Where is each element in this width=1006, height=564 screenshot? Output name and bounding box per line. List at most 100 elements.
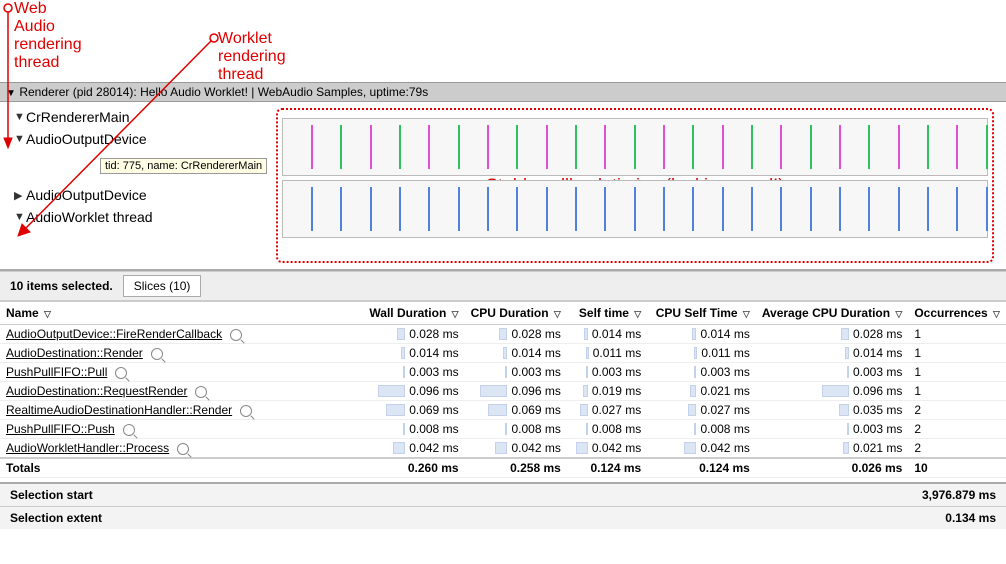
- timeline-tick: [780, 125, 782, 169]
- col-average-cpu-duration[interactable]: Average CPU Duration ▽: [756, 302, 909, 325]
- magnify-icon[interactable]: [230, 329, 242, 341]
- timeline-tick: [546, 187, 548, 231]
- timeline-tick: [986, 187, 988, 231]
- cell-value: 0.042 ms: [409, 441, 458, 455]
- disclosure-icon[interactable]: ▼: [14, 111, 26, 123]
- timeline-tick: [839, 187, 841, 231]
- magnify-icon[interactable]: [177, 443, 189, 455]
- cell-value: 0.008 ms: [700, 422, 749, 436]
- histogram-bar: [690, 385, 696, 397]
- timeline-tick: [722, 187, 724, 231]
- histogram-bar: [584, 328, 588, 340]
- col-occurrences[interactable]: Occurrences ▽: [908, 302, 1006, 325]
- timeline-viz[interactable]: Stable callback timing (looking good!): [270, 102, 1006, 269]
- histogram-bar: [684, 442, 696, 454]
- sort-icon: ▽: [895, 309, 902, 320]
- timeline-tick: [663, 125, 665, 169]
- slice-link[interactable]: RealtimeAudioDestinationHandler::Render: [6, 403, 232, 417]
- disclosure-icon[interactable]: ▼: [14, 133, 26, 145]
- timeline-tick: [458, 125, 460, 169]
- magnify-icon[interactable]: [151, 348, 163, 360]
- table-row[interactable]: AudioDestination::RequestRender0.096 ms0…: [0, 382, 1006, 401]
- thread-item-audiooutputdevice[interactable]: ▼AudioOutputDevice: [0, 128, 270, 150]
- cell-value: 0.011 ms: [593, 346, 641, 360]
- timeline-tick: [428, 187, 430, 231]
- timeline-tick: [751, 187, 753, 231]
- timeline-tick: [487, 125, 489, 169]
- col-cpu-duration[interactable]: CPU Duration ▽: [465, 302, 567, 325]
- sort-icon: ▽: [452, 309, 459, 320]
- timeline-tick: [751, 125, 753, 169]
- cell-value: 0.008 ms: [592, 422, 641, 436]
- cell-occurrences: 2: [908, 401, 1006, 420]
- timeline-tick: [487, 187, 489, 231]
- timeline-tick: [604, 125, 606, 169]
- selection-start-value: 3,976.879 ms: [922, 488, 996, 502]
- selection-extent-label: Selection extent: [10, 511, 102, 525]
- timeline-tick: [780, 187, 782, 231]
- sort-icon: ▽: [634, 309, 641, 320]
- col-cpu-self-time[interactable]: CPU Self Time ▽: [647, 302, 756, 325]
- selection-count: 10 items selected.: [10, 279, 113, 293]
- thread-item-crrenderermain[interactable]: ▼CrRendererMain: [0, 106, 270, 128]
- cell-value: 0.003 ms: [853, 422, 902, 436]
- table-row[interactable]: PushPullFIFO::Push0.008 ms0.008 ms0.008 …: [0, 420, 1006, 439]
- histogram-bar: [586, 347, 589, 359]
- cell-value: 0.014 ms: [700, 327, 749, 341]
- histogram-bar: [495, 442, 507, 454]
- table-row[interactable]: AudioDestination::Render0.014 ms0.014 ms…: [0, 344, 1006, 363]
- timeline-track-upper[interactable]: [282, 118, 988, 176]
- magnify-icon[interactable]: [195, 386, 207, 398]
- timeline-tick: [810, 125, 812, 169]
- table-row[interactable]: PushPullFIFO::Pull0.003 ms0.003 ms0.003 …: [0, 363, 1006, 382]
- slice-link[interactable]: PushPullFIFO::Push: [6, 422, 115, 436]
- cell-value: 0.021 ms: [700, 384, 749, 398]
- slice-link[interactable]: AudioDestination::Render: [6, 346, 143, 360]
- timeline-track-lower[interactable]: [282, 180, 988, 238]
- histogram-bar: [839, 404, 849, 416]
- col-self-time[interactable]: Self time ▽: [567, 302, 647, 325]
- histogram-bar: [694, 423, 696, 435]
- slices-table: Name ▽Wall Duration ▽CPU Duration ▽Self …: [0, 301, 1006, 478]
- thread-label: AudioOutputDevice: [26, 131, 147, 147]
- timeline-tick: [516, 125, 518, 169]
- histogram-bar: [586, 366, 588, 378]
- thread-tooltip: tid: 775, name: CrRendererMain: [100, 158, 267, 174]
- table-row[interactable]: RealtimeAudioDestinationHandler::Render 0…: [0, 401, 1006, 420]
- timeline-tick: [575, 125, 577, 169]
- table-header-row: Name ▽Wall Duration ▽CPU Duration ▽Self …: [0, 302, 1006, 325]
- timeline-tick: [311, 125, 313, 169]
- magnify-icon[interactable]: [240, 405, 252, 417]
- thread-item-audiooutputdevice[interactable]: ▶AudioOutputDevice: [0, 184, 270, 206]
- timeline-tick: [956, 187, 958, 231]
- cell-value: 0.027 ms: [592, 403, 641, 417]
- col-name[interactable]: Name ▽: [0, 302, 363, 325]
- cell-occurrences: 2: [908, 439, 1006, 459]
- histogram-bar: [393, 442, 405, 454]
- magnify-icon[interactable]: [115, 367, 127, 379]
- tab-slices[interactable]: Slices (10): [123, 275, 202, 297]
- table-row[interactable]: AudioWorkletHandler::Process0.042 ms0.04…: [0, 439, 1006, 459]
- col-wall-duration[interactable]: Wall Duration ▽: [363, 302, 464, 325]
- histogram-bar: [580, 404, 588, 416]
- slice-link[interactable]: AudioDestination::RequestRender: [6, 384, 187, 398]
- table-row[interactable]: AudioOutputDevice::FireRenderCallback 0.0…: [0, 325, 1006, 344]
- cell-value: 0.014 ms: [592, 327, 641, 341]
- cell-value: 0.003 ms: [409, 365, 458, 379]
- table-totals-row: Totals0.260 ms0.258 ms0.124 ms0.124 ms0.…: [0, 458, 1006, 478]
- timeline-tick: [516, 187, 518, 231]
- disclosure-icon[interactable]: ▼: [14, 211, 26, 223]
- magnify-icon[interactable]: [123, 424, 135, 436]
- slice-link[interactable]: AudioOutputDevice::FireRenderCallback: [6, 327, 222, 341]
- timeline-tick: [722, 125, 724, 169]
- slice-link[interactable]: PushPullFIFO::Pull: [6, 365, 107, 379]
- thread-item-audioworklet-thread[interactable]: ▼AudioWorklet thread: [0, 206, 270, 228]
- cell-value: 0.011 ms: [701, 346, 749, 360]
- cell-value: 0.027 ms: [700, 403, 749, 417]
- slice-link[interactable]: AudioWorkletHandler::Process: [6, 441, 169, 455]
- cell-occurrences: 2: [908, 420, 1006, 439]
- timeline-tick: [868, 125, 870, 169]
- timeline-tick: [634, 125, 636, 169]
- cell-value: 0.014 ms: [853, 346, 902, 360]
- disclosure-icon[interactable]: ▶: [14, 189, 26, 202]
